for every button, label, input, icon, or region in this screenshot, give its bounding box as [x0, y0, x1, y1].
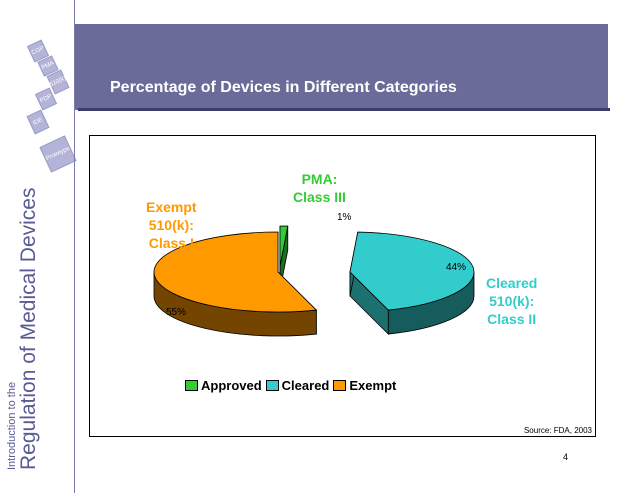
slice-label-approved: PMA: Class III: [293, 170, 346, 206]
chart-legend: Approved Cleared Exempt: [185, 378, 400, 393]
pie-slice-exempt: [153, 231, 318, 313]
slice-label-line: Cleared: [486, 275, 538, 291]
slice-label-line: 510(k):: [148, 217, 194, 233]
slide-title: Percentage of Devices in Different Categ…: [110, 79, 457, 96]
slice-label-exempt: Exempt 510(k): Class I: [146, 198, 197, 252]
legend-item-approved: Approved: [185, 378, 262, 393]
pct-label-approved: 1%: [337, 212, 352, 223]
legend-swatch-cleared: [265, 380, 279, 391]
header-shadow: [78, 108, 610, 111]
legend-swatch-exempt: [333, 380, 347, 391]
pct-label-exempt: 55%: [166, 307, 187, 318]
page-number: 4: [563, 452, 569, 462]
slice-label-line: PMA:: [301, 171, 338, 187]
pie-slice-approved: [279, 225, 289, 267]
legend-item-exempt: Exempt: [333, 378, 396, 393]
pct-label-cleared: 44%: [446, 262, 467, 273]
legend-label-approved: Approved: [201, 378, 262, 393]
slice-label-line: 510(k):: [489, 293, 535, 309]
legend-item-cleared: Cleared: [265, 378, 330, 393]
legend-label-cleared: Cleared: [281, 378, 330, 393]
legend-label-exempt: Exempt: [349, 378, 397, 393]
slice-label-cleared: Cleared 510(k): Class II: [486, 274, 537, 328]
source-note: Source: FDA, 2003: [523, 426, 592, 435]
slice-label-line: Exempt: [146, 199, 197, 215]
slice-label-line: Class II: [487, 311, 537, 327]
slice-label-line: Class I: [148, 235, 194, 251]
pie-slice-cleared: [349, 231, 475, 311]
slice-label-line: Class III: [293, 189, 346, 205]
sidebar-decoration: CGP PMA 510(k) PDP IDE Prototype Introdu…: [0, 0, 78, 493]
header-bar: [75, 24, 608, 110]
legend-swatch-approved: [185, 380, 198, 391]
sidebar-divider: [74, 0, 75, 493]
